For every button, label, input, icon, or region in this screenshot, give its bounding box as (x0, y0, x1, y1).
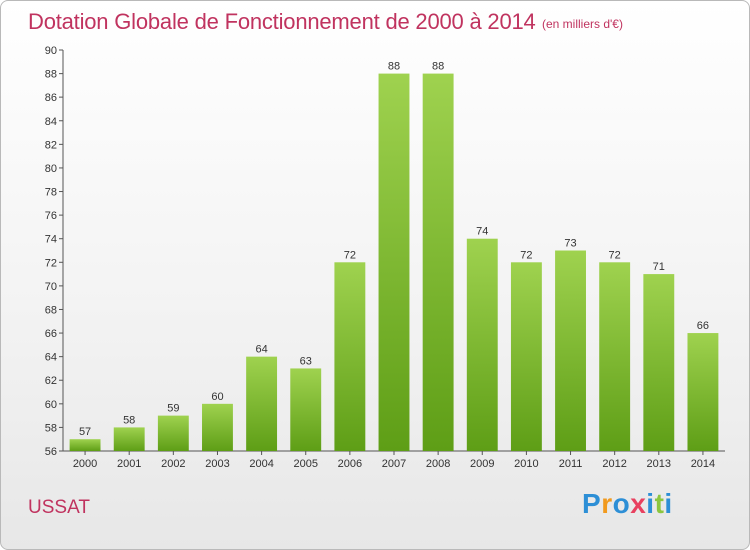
x-tick-label: 2000 (73, 458, 97, 470)
y-tick-label: 86 (45, 92, 57, 104)
x-tick-label: 2005 (293, 458, 317, 470)
y-tick-label: 74 (45, 234, 57, 246)
y-tick-label: 64 (45, 352, 57, 364)
y-tick-label: 60 (45, 399, 57, 411)
bar-value-label: 66 (697, 320, 709, 332)
logo-letter: P (582, 488, 602, 519)
y-tick-label: 58 (45, 422, 57, 434)
bar (599, 262, 631, 451)
logo-letter: i (664, 488, 673, 519)
x-tick-label: 2008 (426, 458, 450, 470)
y-tick-label: 82 (45, 139, 57, 151)
y-tick-label: 90 (45, 45, 57, 57)
x-tick-label: 2011 (559, 458, 583, 470)
bar-value-label: 72 (609, 249, 621, 261)
bar-value-label: 72 (344, 249, 356, 261)
bar-value-label: 88 (388, 61, 400, 73)
bar (113, 427, 145, 451)
bar (510, 262, 542, 451)
x-tick-label: 2013 (647, 458, 671, 470)
bar-value-label: 74 (476, 226, 488, 238)
y-tick-label: 88 (45, 69, 57, 81)
bar-value-label: 72 (520, 249, 532, 261)
bar (290, 368, 322, 451)
bar-value-label: 88 (432, 61, 444, 73)
chart-unit: (en milliers d'€) (542, 17, 623, 31)
bar (246, 356, 278, 451)
bar (157, 415, 189, 451)
x-tick-label: 2001 (117, 458, 141, 470)
bar (643, 274, 675, 451)
bar (202, 403, 233, 451)
y-tick-label: 76 (45, 210, 57, 222)
x-tick-label: 2012 (602, 458, 626, 470)
x-tick-label: 2007 (382, 458, 406, 470)
x-tick-label: 2002 (161, 458, 185, 470)
bar-value-label: 71 (653, 261, 665, 273)
bar-value-label: 60 (211, 391, 223, 403)
proxiti-logo[interactable]: Proxiti (582, 488, 673, 520)
bar (422, 73, 454, 452)
x-tick-label: 2004 (249, 458, 273, 470)
bar (555, 250, 586, 451)
y-tick-label: 66 (45, 328, 57, 340)
chart-title: Dotation Globale de Fonctionnement de 20… (28, 9, 536, 34)
bar-value-label: 73 (564, 238, 576, 250)
bar (466, 238, 498, 451)
bar (378, 73, 410, 452)
y-tick-label: 84 (45, 116, 57, 128)
logo-letter: o (612, 488, 631, 519)
bar-value-label: 58 (123, 414, 135, 426)
bar (69, 439, 101, 451)
bar-value-label: 63 (300, 355, 312, 367)
logo-letter: i (646, 488, 655, 519)
y-tick-label: 68 (45, 304, 57, 316)
bar-value-label: 64 (255, 344, 267, 356)
bar (334, 262, 366, 451)
y-tick-label: 78 (45, 187, 57, 199)
logo-letter: t (654, 488, 665, 519)
commune-name: USSAT (28, 497, 90, 518)
x-tick-label: 2010 (514, 458, 538, 470)
x-tick-label: 2006 (338, 458, 362, 470)
y-tick-label: 70 (45, 281, 57, 293)
y-tick-label: 56 (45, 446, 57, 458)
logo-letter: r (601, 488, 613, 519)
bar-value-label: 59 (167, 403, 179, 415)
x-tick-label: 2014 (691, 458, 715, 470)
logo-letter: x (630, 488, 647, 519)
bar (687, 333, 719, 451)
y-tick-label: 62 (45, 375, 57, 387)
bar-value-label: 57 (79, 426, 91, 438)
x-tick-label: 2009 (470, 458, 494, 470)
y-tick-label: 80 (45, 163, 57, 175)
x-tick-label: 2003 (205, 458, 229, 470)
y-tick-label: 72 (45, 257, 57, 269)
